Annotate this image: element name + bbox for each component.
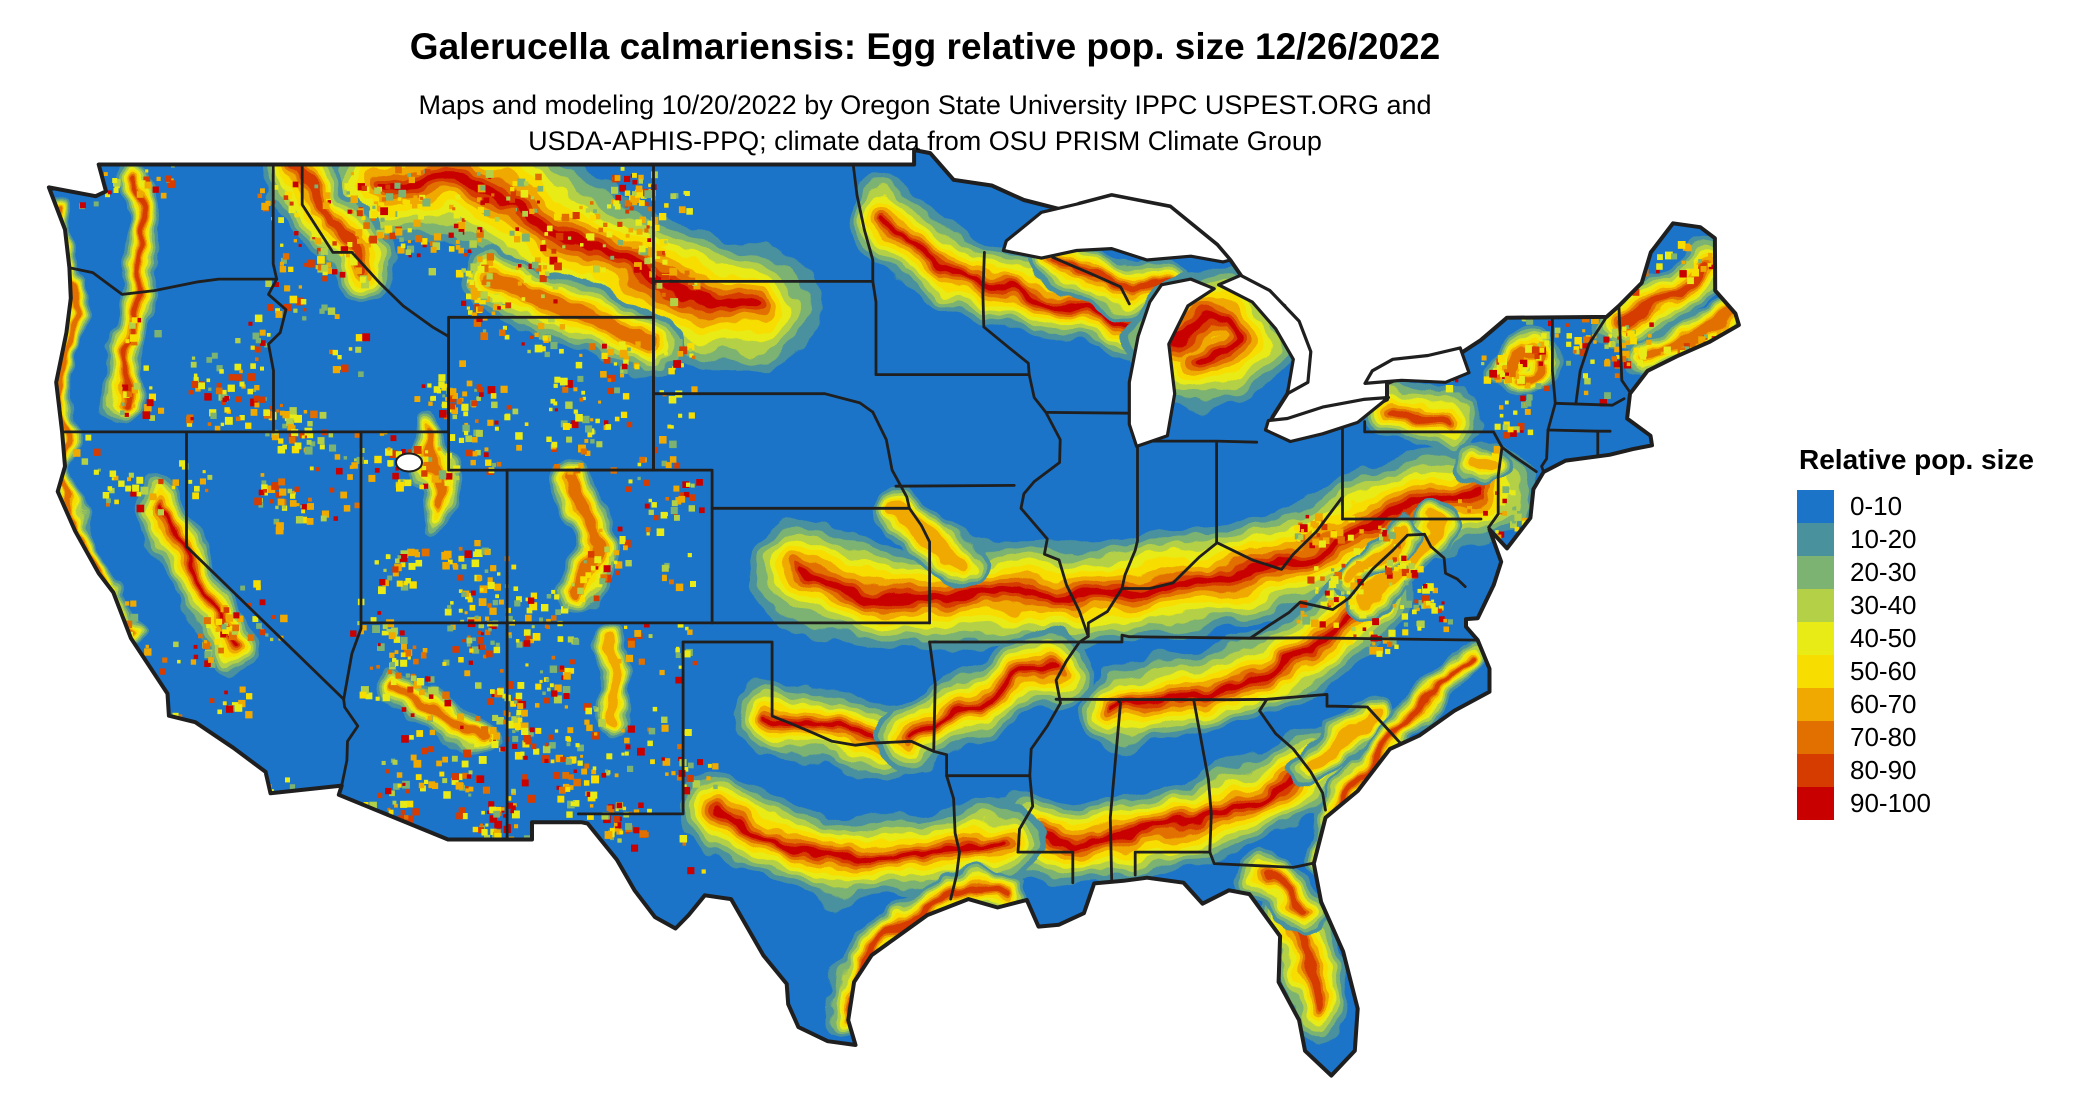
legend-swatch	[1797, 787, 1834, 820]
legend-label: 70-80	[1850, 722, 1917, 752]
legend-label: 60-70	[1850, 689, 1917, 719]
legend-swatch	[1797, 490, 1834, 523]
subtitle-line-2: USDA-APHIS-PPQ; climate data from OSU PR…	[528, 126, 1322, 156]
legend-swatch	[1797, 754, 1834, 787]
legend-label: 0-10	[1850, 491, 1903, 521]
legend-swatch	[1797, 655, 1834, 688]
legend-label: 50-60	[1850, 656, 1917, 686]
legend-swatch	[1797, 688, 1834, 721]
legend-title: Relative pop. size	[1799, 444, 2034, 475]
legend-item: 40-50	[1797, 622, 2097, 655]
legend-swatch	[1797, 523, 1834, 556]
legend-item: 80-90	[1797, 754, 2097, 787]
legend-item: 10-20	[1797, 523, 2097, 556]
legend-label: 90-100	[1850, 788, 1931, 818]
legend-item: 60-70	[1797, 688, 2097, 721]
legend-item: 90-100	[1797, 787, 2097, 820]
subtitle-line-1: Maps and modeling 10/20/2022 by Oregon S…	[418, 90, 1432, 120]
legend-rows: 0-10 10-20 20-30 30-40 40-50 50-60 60-70 70-80 8…	[1797, 490, 2097, 820]
legend-swatch	[1797, 622, 1834, 655]
legend-swatch	[1797, 721, 1834, 754]
legend-label: 20-30	[1850, 557, 1917, 587]
legend-item: 30-40	[1797, 589, 2097, 622]
legend-label: 80-90	[1850, 755, 1917, 785]
legend: Relative pop. size 0-10 10-20 20-30 30-40 40…	[1797, 444, 2097, 820]
legend-label: 40-50	[1850, 623, 1917, 653]
legend-swatch	[1797, 556, 1834, 589]
legend-label: 30-40	[1850, 590, 1917, 620]
legend-item: 0-10	[1797, 490, 2097, 523]
page-title: Galerucella calmariensis: Egg relative p…	[409, 26, 1441, 67]
legend-item: 20-30	[1797, 556, 2097, 589]
legend-swatch	[1797, 589, 1834, 622]
legend-label: 10-20	[1850, 524, 1917, 554]
legend-item: 50-60	[1797, 655, 2097, 688]
legend-item: 70-80	[1797, 721, 2097, 754]
